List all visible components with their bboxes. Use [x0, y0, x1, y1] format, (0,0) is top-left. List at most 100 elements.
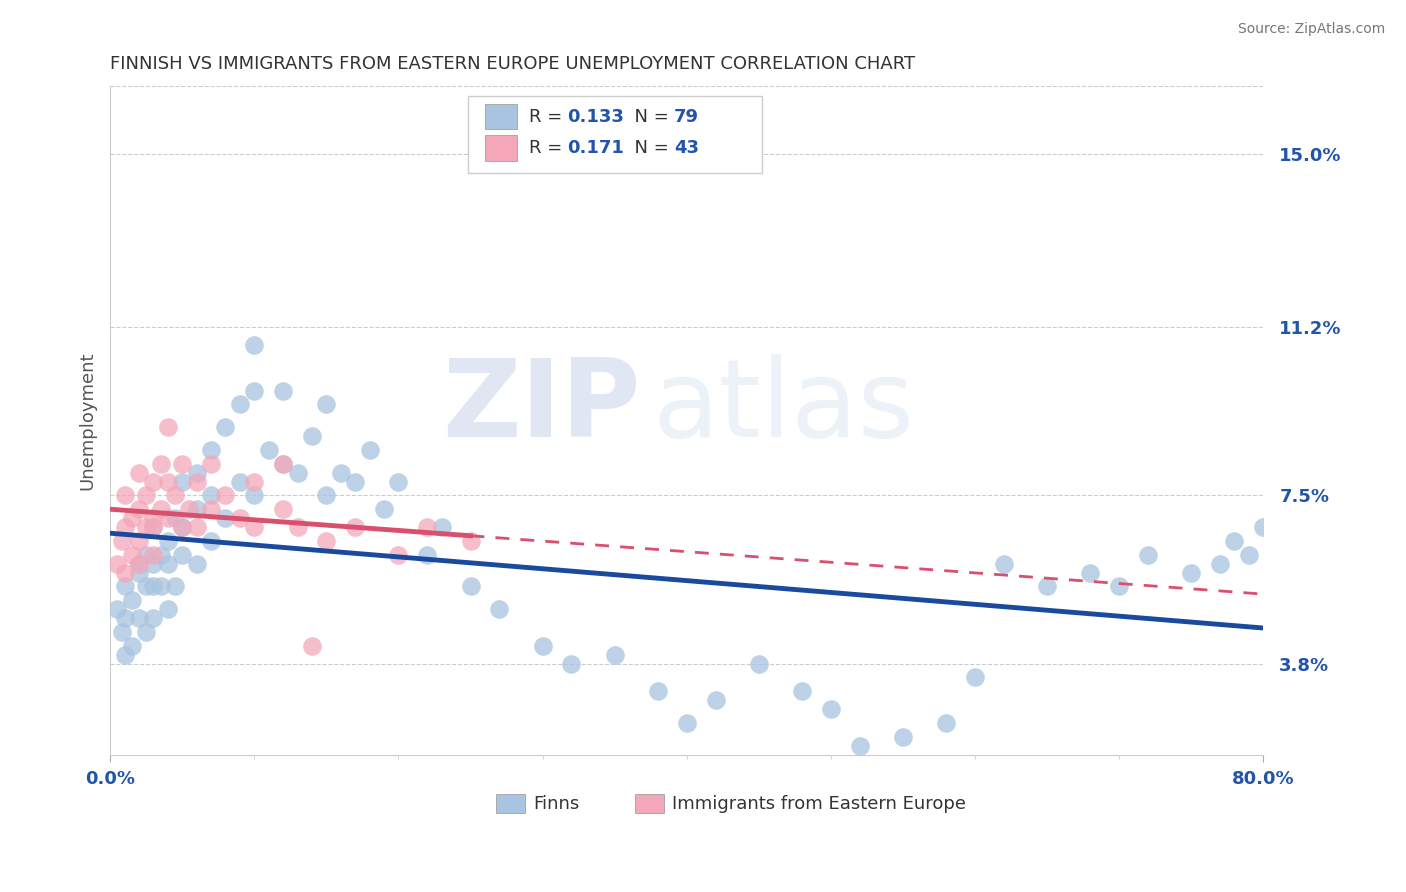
Point	[114, 648, 136, 662]
Point	[163, 488, 186, 502]
Point	[243, 384, 266, 398]
Point	[1137, 548, 1160, 562]
Point	[848, 739, 870, 753]
Point	[142, 520, 165, 534]
Point	[387, 548, 409, 562]
Point	[200, 457, 222, 471]
Point	[156, 602, 179, 616]
Point	[121, 639, 143, 653]
Point	[128, 533, 150, 548]
Point	[163, 579, 186, 593]
Point	[531, 639, 554, 653]
FancyBboxPatch shape	[485, 136, 517, 161]
Point	[359, 442, 381, 457]
FancyBboxPatch shape	[468, 95, 762, 173]
Point	[105, 602, 128, 616]
Point	[114, 520, 136, 534]
Point	[229, 475, 252, 489]
Point	[142, 520, 165, 534]
Point	[135, 548, 157, 562]
Point	[121, 511, 143, 525]
Point	[214, 511, 236, 525]
Point	[560, 657, 582, 671]
Point	[344, 475, 367, 489]
Point	[128, 611, 150, 625]
Point	[142, 611, 165, 625]
Text: R =: R =	[529, 108, 568, 126]
Point	[114, 488, 136, 502]
Point	[135, 624, 157, 639]
Point	[114, 566, 136, 580]
Point	[156, 420, 179, 434]
Point	[156, 511, 179, 525]
Point	[243, 488, 266, 502]
Point	[373, 502, 395, 516]
Point	[142, 557, 165, 571]
Point	[287, 520, 309, 534]
Text: FINNISH VS IMMIGRANTS FROM EASTERN EUROPE UNEMPLOYMENT CORRELATION CHART: FINNISH VS IMMIGRANTS FROM EASTERN EUROP…	[110, 55, 915, 73]
Text: 0.171: 0.171	[567, 139, 624, 157]
Point	[172, 520, 194, 534]
Point	[1209, 557, 1232, 571]
Point	[105, 557, 128, 571]
Point	[142, 511, 165, 525]
Point	[200, 502, 222, 516]
Point	[243, 338, 266, 352]
Text: R =: R =	[529, 139, 568, 157]
Point	[301, 639, 323, 653]
Point	[1180, 566, 1202, 580]
Point	[128, 466, 150, 480]
Point	[156, 557, 179, 571]
Point	[149, 548, 172, 562]
Point	[287, 466, 309, 480]
Text: 0.133: 0.133	[567, 108, 624, 126]
Point	[387, 475, 409, 489]
Text: ZIP: ZIP	[441, 354, 641, 460]
Point	[460, 533, 482, 548]
Text: Immigrants from Eastern Europe: Immigrants from Eastern Europe	[672, 795, 966, 813]
Point	[1078, 566, 1101, 580]
Point	[271, 502, 294, 516]
Point	[704, 693, 727, 707]
Point	[149, 579, 172, 593]
Point	[301, 429, 323, 443]
Text: N =: N =	[623, 139, 675, 157]
Point	[186, 466, 208, 480]
Point	[172, 457, 194, 471]
Point	[271, 384, 294, 398]
Point	[1237, 548, 1260, 562]
Point	[186, 475, 208, 489]
Point	[172, 475, 194, 489]
Point	[315, 533, 337, 548]
FancyBboxPatch shape	[485, 103, 517, 129]
Point	[315, 397, 337, 411]
Point	[675, 715, 697, 730]
Point	[329, 466, 352, 480]
Point	[214, 488, 236, 502]
Point	[128, 557, 150, 571]
Point	[186, 557, 208, 571]
Point	[1223, 533, 1246, 548]
Point	[142, 548, 165, 562]
Point	[179, 502, 201, 516]
Text: 43: 43	[673, 139, 699, 157]
FancyBboxPatch shape	[636, 794, 664, 813]
Text: N =: N =	[623, 108, 675, 126]
Text: Source: ZipAtlas.com: Source: ZipAtlas.com	[1237, 22, 1385, 37]
Point	[229, 397, 252, 411]
Point	[121, 548, 143, 562]
Point	[111, 533, 134, 548]
Point	[149, 502, 172, 516]
Point	[128, 566, 150, 580]
Point	[229, 511, 252, 525]
Point	[1036, 579, 1059, 593]
Point	[1253, 520, 1275, 534]
Point	[214, 420, 236, 434]
Point	[344, 520, 367, 534]
Point	[963, 670, 986, 684]
Point	[128, 557, 150, 571]
Point	[172, 520, 194, 534]
Point	[416, 548, 439, 562]
Point	[1108, 579, 1130, 593]
Point	[135, 579, 157, 593]
